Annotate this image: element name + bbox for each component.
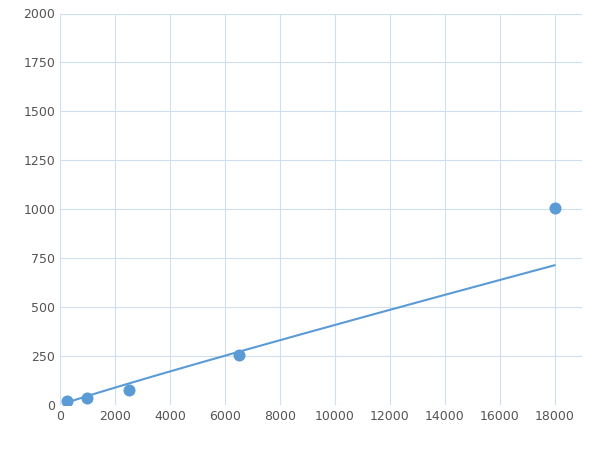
Point (83, 395, 92, 402)
Point (62, 398, 71, 405)
Point (550, 205, 559, 212)
Point (234, 351, 244, 359)
Point (124, 387, 133, 394)
